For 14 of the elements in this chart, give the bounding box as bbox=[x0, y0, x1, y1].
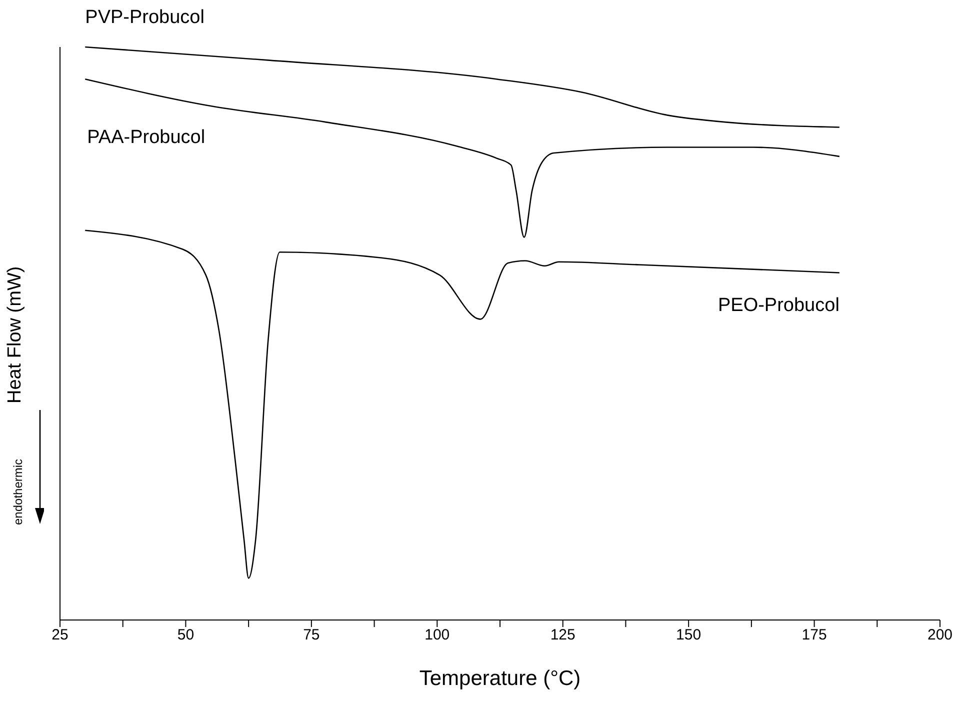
series-label: PEO-Probucol bbox=[718, 294, 840, 316]
y-axis-title: Heat Flow (mW) bbox=[4, 266, 26, 404]
x-tick-label: 150 bbox=[676, 626, 702, 644]
x-tick-label: 175 bbox=[802, 626, 827, 644]
series-label: PVP-Probucol bbox=[85, 7, 204, 28]
x-tick-label: 25 bbox=[52, 626, 68, 644]
x-axis-title: Temperature (°C) bbox=[419, 667, 581, 690]
x-tick-label: 75 bbox=[303, 626, 320, 644]
x-tick-label: 50 bbox=[177, 626, 194, 644]
series-label: PAA-Probucol bbox=[87, 127, 206, 148]
x-tick-label: 125 bbox=[550, 626, 576, 644]
x-tick-label: 100 bbox=[424, 626, 450, 644]
x-tick-label: 200 bbox=[927, 626, 953, 644]
text: endothermic bbox=[11, 458, 25, 525]
